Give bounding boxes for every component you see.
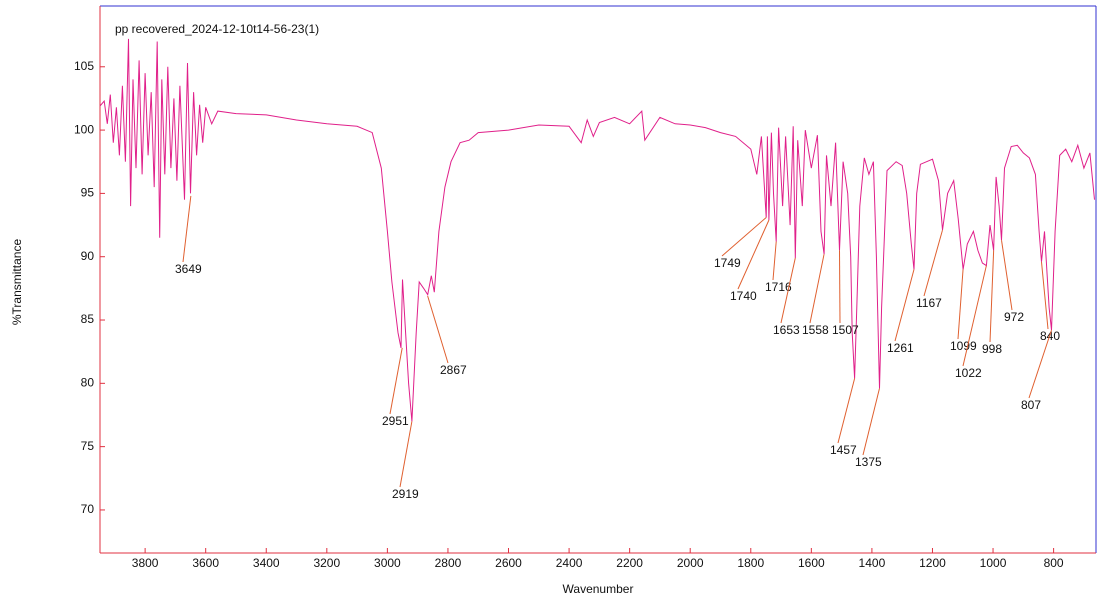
x-tick-label: 2000 bbox=[677, 556, 704, 570]
x-tick-label: 3200 bbox=[313, 556, 340, 570]
x-tick-label: 2200 bbox=[616, 556, 643, 570]
peak-leader bbox=[962, 265, 987, 367]
peak-label: 3649 bbox=[175, 262, 202, 276]
x-tick-label: 1600 bbox=[798, 556, 825, 570]
x-tick-label: 1400 bbox=[859, 556, 886, 570]
x-tick-label: 2400 bbox=[556, 556, 583, 570]
x-tick-label: 800 bbox=[1044, 556, 1064, 570]
peak-label: 1558 bbox=[802, 323, 829, 337]
peak-label: 1749 bbox=[714, 256, 741, 270]
x-tick-label: 1000 bbox=[980, 556, 1007, 570]
peak-leader bbox=[182, 195, 192, 263]
peak-leader bbox=[399, 421, 413, 488]
x-tick-label: 1800 bbox=[737, 556, 764, 570]
x-tick-label: 2800 bbox=[435, 556, 462, 570]
y-tick-label: 75 bbox=[81, 439, 95, 453]
peak-label: 1022 bbox=[955, 366, 982, 380]
x-tick-label: 3400 bbox=[253, 556, 280, 570]
x-tick-label: 3000 bbox=[374, 556, 401, 570]
peak-label: 972 bbox=[1004, 310, 1024, 324]
peak-leader bbox=[1040, 261, 1049, 330]
peak-label: 1653 bbox=[773, 323, 800, 337]
x-axis-label: Wavenumber bbox=[563, 582, 634, 596]
peak-label: 1261 bbox=[887, 341, 914, 355]
peak-leader bbox=[389, 347, 403, 415]
peak-leader bbox=[427, 295, 449, 364]
peak-leader bbox=[837, 378, 856, 444]
y-tick-label: 70 bbox=[81, 502, 95, 516]
peak-leader bbox=[923, 229, 943, 297]
peak-label: 1099 bbox=[950, 339, 977, 353]
peak-label: 1740 bbox=[730, 289, 757, 303]
peak-label: 2951 bbox=[382, 414, 409, 428]
y-axis-label: %Transmittance bbox=[10, 239, 24, 326]
peak-label: 1375 bbox=[855, 455, 882, 469]
y-tick-label: 90 bbox=[81, 249, 95, 263]
peak-leader bbox=[809, 254, 825, 324]
peak-label: 807 bbox=[1021, 398, 1041, 412]
y-tick-label: 100 bbox=[74, 122, 94, 136]
peak-leader bbox=[1001, 240, 1013, 311]
chart-title: pp recovered_2024-12-10t14-56-23(1) bbox=[115, 22, 319, 36]
peak-label: 1716 bbox=[765, 280, 792, 294]
x-tick-label: 1200 bbox=[919, 556, 946, 570]
peak-label: 1507 bbox=[832, 323, 859, 337]
y-tick-label: 85 bbox=[81, 312, 95, 326]
peak-label: 2867 bbox=[440, 363, 467, 377]
y-tick-label: 105 bbox=[74, 59, 94, 73]
peak-leader bbox=[957, 269, 964, 340]
x-tick-label: 3800 bbox=[132, 556, 159, 570]
peak-leader bbox=[772, 241, 777, 281]
peak-leader bbox=[894, 269, 915, 342]
peak-label: 2919 bbox=[392, 487, 419, 501]
x-tick-label: 3600 bbox=[192, 556, 219, 570]
peak-leader bbox=[1028, 329, 1052, 399]
peak-leader bbox=[780, 257, 796, 324]
peak-label: 1167 bbox=[916, 296, 942, 310]
y-tick-label: 80 bbox=[81, 376, 95, 390]
peak-label: 998 bbox=[982, 342, 1002, 356]
x-tick-label: 2600 bbox=[495, 556, 522, 570]
y-tick-label: 95 bbox=[81, 186, 95, 200]
peak-label: 840 bbox=[1040, 329, 1060, 343]
peak-leader bbox=[989, 250, 995, 343]
peak-leader bbox=[737, 219, 770, 290]
peak-leader bbox=[862, 388, 880, 456]
peak-leader bbox=[721, 217, 767, 257]
spectrum-line bbox=[99, 38, 1095, 422]
peak-label: 1457 bbox=[830, 443, 857, 457]
